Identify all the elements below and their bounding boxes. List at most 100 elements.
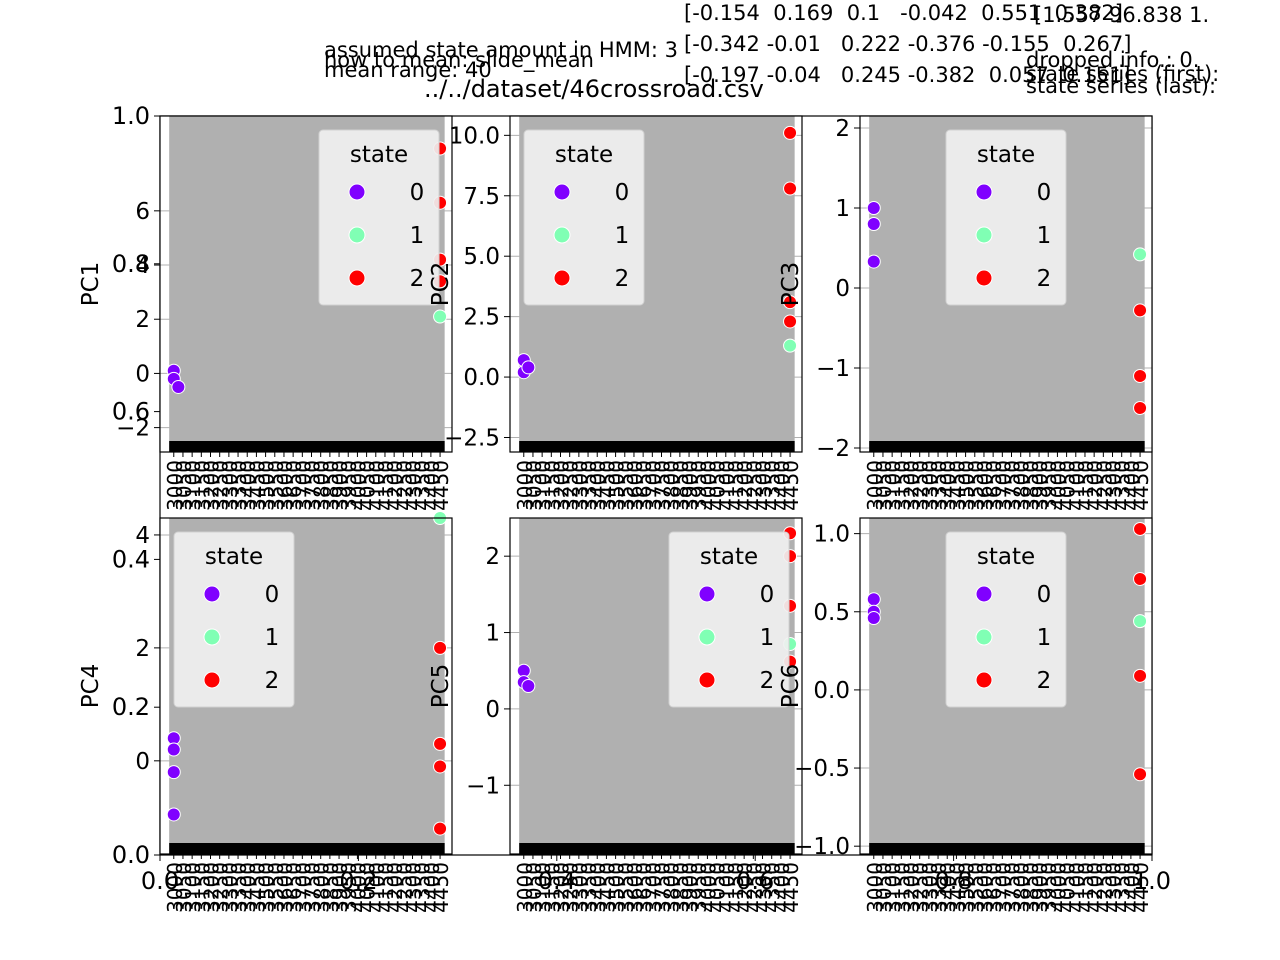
x-tick-label: 4250 [392, 862, 416, 913]
x-tick-label: 3150 [190, 460, 214, 511]
x-tick-label: 4300 [752, 460, 776, 511]
outer-x-tick-label: 0.2 [339, 867, 377, 895]
legend-marker-state-0 [553, 183, 571, 201]
state-bar-strip [519, 843, 795, 854]
x-tick-label: 4050 [1056, 862, 1080, 913]
x-tick-label: 4000 [346, 862, 370, 913]
x-tick-label: 3150 [890, 460, 914, 511]
subplot-pc1: −2 0 2 4 6 PC1 3000305031003150320032503300335… [78, 115, 453, 511]
x-tick-label: 4150 [1074, 460, 1098, 511]
x-tick-label: 3000 [863, 862, 887, 913]
x-tick-label: 4100 [365, 862, 389, 913]
x-tick-label: 3750 [301, 460, 325, 511]
y-axis-label: PC1 [78, 262, 104, 307]
data-point-state-2 [1133, 401, 1148, 415]
right-line-dropped-info: dropped info.: 0. [1026, 48, 1200, 72]
legend-marker-state-1 [975, 226, 993, 244]
x-tick-label: 3000 [513, 862, 537, 913]
x-tick-label: 3050 [522, 460, 546, 511]
legend-box [173, 531, 295, 708]
x-tick-label: 3500 [255, 862, 279, 913]
data-point-state-1 [1133, 247, 1148, 262]
x-tick-label: 3400 [586, 460, 610, 511]
y-axis-label: PC5 [428, 664, 454, 709]
x-tick-label: 3000 [863, 460, 887, 511]
legend-label-state-2: 2 [265, 668, 280, 694]
y-tick-label: 4 [135, 523, 150, 549]
data-point-state-0 [866, 254, 881, 269]
y-tick-label: 1 [835, 196, 850, 222]
legend-marker-state-2 [348, 269, 366, 287]
x-tick-label: 4050 [356, 460, 380, 511]
x-tick-label: 3550 [964, 460, 988, 511]
x-tick-label: 3600 [973, 460, 997, 511]
y-tick-label: 0.0 [813, 678, 850, 704]
data-point-state-2 [783, 314, 798, 329]
legend-title: state [350, 142, 408, 168]
x-tick-label: 3350 [227, 460, 251, 511]
x-tick-label: 4350 [1111, 460, 1135, 511]
x-tick-label: 3700 [291, 862, 315, 913]
y-tick-label: 10.0 [449, 123, 500, 149]
y-tick-label: 2 [485, 544, 500, 570]
legend-box [668, 531, 790, 708]
outer-x-tick-label: 1.0 [1133, 867, 1171, 895]
data-point-state-1 [433, 309, 448, 324]
x-tick-label: 3350 [577, 460, 601, 511]
x-tick-label: 4000 [696, 862, 720, 913]
x-tick-label: 3150 [890, 862, 914, 913]
x-tick-label: 3800 [310, 862, 334, 913]
x-tick-label: 3150 [540, 862, 564, 913]
data-point-state-2 [783, 181, 798, 196]
x-tick-label: 3300 [568, 862, 592, 913]
y-tick-label: 0 [135, 361, 150, 387]
data-point-state-0 [521, 679, 536, 693]
x-tick-label: 4350 [761, 862, 785, 913]
x-tick-label: 4150 [374, 460, 398, 511]
x-tick-label: 3200 [200, 460, 224, 511]
legend-label-state-0: 0 [265, 582, 280, 608]
x-tick-label: 3200 [200, 862, 224, 913]
x-tick-label: 3250 [909, 460, 933, 511]
matrix-row-1: [-0.154 0.169 0.1 -0.042 0.551 0.382] [684, 1, 1123, 25]
x-tick-label: 3550 [614, 862, 638, 913]
x-tick-label: 3800 [1010, 862, 1034, 913]
x-tick-label: 3550 [614, 460, 638, 511]
x-tick-label: 3200 [900, 460, 924, 511]
y-tick-label: −2.5 [444, 425, 500, 451]
x-tick-label: 3450 [245, 862, 269, 913]
legend-marker-state-1 [553, 226, 571, 244]
data-point-state-0 [866, 201, 881, 215]
y-tick-label: 2 [835, 116, 850, 142]
header-line-state-amount: assumed state amount in HMM: 3 [324, 38, 678, 62]
legend-title: state [555, 142, 613, 168]
x-tick-label: 3500 [955, 862, 979, 913]
x-tick-label: 3350 [927, 460, 951, 511]
x-tick-label: 3450 [245, 460, 269, 511]
y-tick-label: −2 [816, 436, 850, 462]
x-tick-label: 3300 [218, 460, 242, 511]
x-tick-label: 3900 [1028, 862, 1052, 913]
y-tick-label: 2 [135, 636, 150, 662]
data-point-state-2 [1133, 668, 1148, 683]
legend-label-state-0: 0 [1037, 582, 1052, 608]
outer-x-tick-label: 0.6 [736, 867, 774, 895]
x-tick-label: 3050 [522, 862, 546, 913]
right-line-probabilities: [1.557 96.838 1. [1034, 3, 1210, 27]
x-tick-label: 4200 [383, 862, 407, 913]
outer-y-tick-label: 0.4 [112, 545, 150, 573]
x-tick-label: 3100 [881, 460, 905, 511]
legend-marker-state-2 [975, 269, 993, 287]
outer-y-tick-label: 0.8 [112, 250, 150, 278]
legend-marker-state-1 [348, 226, 366, 244]
x-tick-label: 3350 [577, 862, 601, 913]
x-tick-label: 4400 [770, 862, 794, 913]
x-tick-label: 3100 [531, 460, 555, 511]
data-point-state-2 [433, 821, 448, 836]
y-tick-label: −1 [816, 356, 850, 382]
x-tick-label: 4100 [1065, 460, 1089, 511]
legend-marker-state-2 [975, 671, 993, 689]
x-tick-label: 3750 [651, 460, 675, 511]
y-tick-label: 0.5 [813, 600, 850, 626]
x-tick-label: 3200 [550, 460, 574, 511]
